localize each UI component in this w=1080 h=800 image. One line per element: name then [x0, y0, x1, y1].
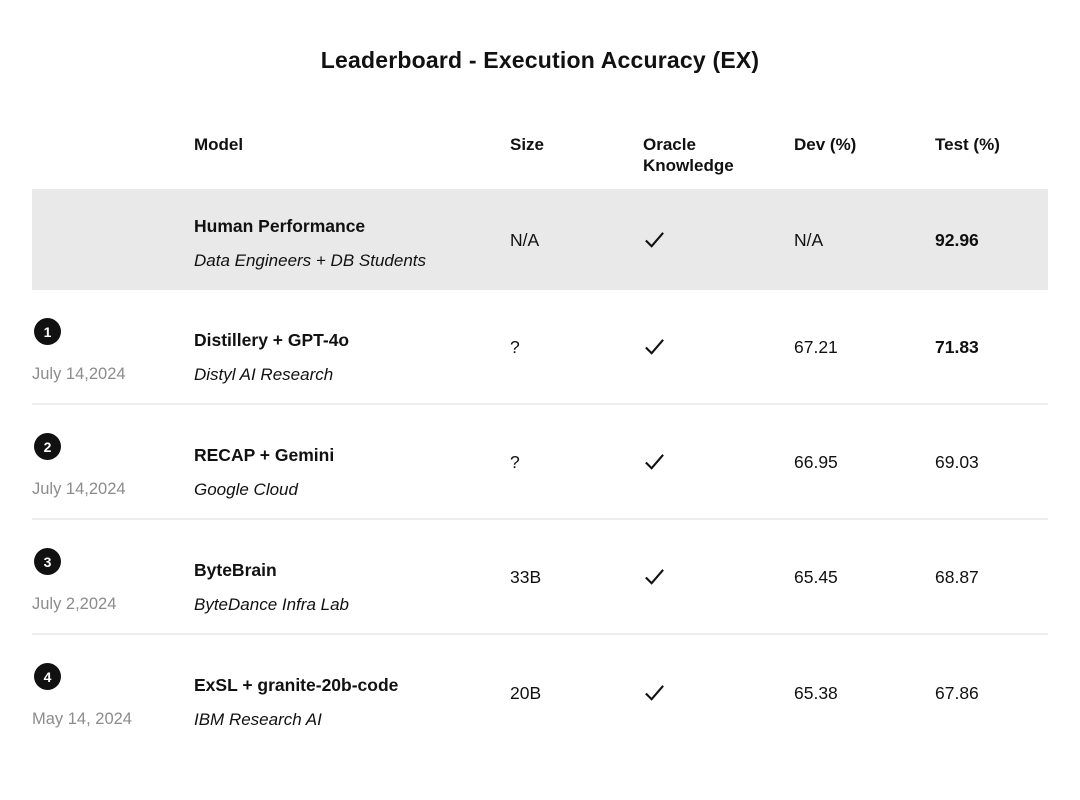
check-icon	[643, 565, 794, 588]
model-organization: ByteDance Infra Lab	[194, 595, 349, 614]
rank-badge: 2	[34, 433, 61, 460]
model-name: ByteBrain	[194, 560, 277, 580]
column-header-size: Size	[510, 135, 545, 154]
rank-date-cell: 4 May 14, 2024	[32, 635, 194, 750]
size-value: 20B	[510, 682, 542, 703]
model-organization: Distyl AI Research	[194, 365, 334, 384]
test-value: 71.83	[935, 336, 979, 357]
check-icon	[643, 335, 794, 358]
submission-date: May 14, 2024	[32, 710, 132, 728]
page-title: Leaderboard - Execution Accuracy (EX)	[320, 47, 760, 73]
table-row: 4 May 14, 2024 ExSL + granite-20b-code I…	[32, 635, 1048, 750]
column-header-dev: Dev (%)	[794, 135, 857, 154]
table-row: 1 July 14,2024 Distillery + GPT-4o Disty…	[32, 290, 1048, 405]
table-row: 3 July 2,2024 ByteBrain ByteDance Infra …	[32, 520, 1048, 635]
rank-badge: 1	[34, 318, 61, 345]
check-icon	[643, 228, 794, 251]
column-header-test: Test (%)	[935, 135, 1000, 154]
dev-value: 65.38	[794, 682, 838, 703]
dev-value: 66.95	[794, 451, 838, 472]
rank-number: 2	[43, 438, 52, 455]
column-header-oracle-knowledge: Oracle Knowledge	[643, 135, 734, 175]
dev-value: N/A	[794, 229, 824, 250]
dev-value: 67.21	[794, 336, 838, 357]
model-cell: ByteBrain ByteDance Infra Lab	[194, 520, 510, 633]
test-value: 69.03	[935, 451, 979, 472]
submission-date: July 14,2024	[32, 480, 126, 498]
model-cell: RECAP + Gemini Google Cloud	[194, 405, 510, 518]
size-value: ?	[510, 451, 520, 472]
oracle-knowledge-cell	[643, 681, 794, 704]
model-organization: Google Cloud	[194, 480, 298, 499]
check-icon	[643, 681, 794, 704]
rank-badge: 4	[34, 663, 61, 690]
rank-date-cell: 2 July 14,2024	[32, 405, 194, 518]
test-value: 67.86	[935, 682, 979, 703]
model-organization: IBM Research AI	[194, 710, 322, 729]
model-name: RECAP + Gemini	[194, 445, 335, 465]
table-row: Human Performance Data Engineers + DB St…	[32, 189, 1048, 290]
test-value: 92.96	[935, 229, 979, 250]
dev-value: 65.45	[794, 566, 838, 587]
model-cell: ExSL + granite-20b-code IBM Research AI	[194, 635, 510, 750]
size-value: 33B	[510, 566, 542, 587]
oracle-knowledge-cell	[643, 228, 794, 251]
rank-number: 3	[43, 553, 52, 570]
model-cell: Human Performance Data Engineers + DB St…	[194, 189, 510, 290]
oracle-knowledge-cell	[643, 450, 794, 473]
submission-date: July 2,2024	[32, 595, 117, 613]
model-name: Human Performance	[194, 216, 366, 236]
column-header-rank-spacer	[32, 134, 194, 176]
model-name: Distillery + GPT-4o	[194, 330, 350, 350]
test-value: 68.87	[935, 566, 979, 587]
rank-badge: 3	[34, 548, 61, 575]
table-body: Human Performance Data Engineers + DB St…	[32, 189, 1048, 750]
leaderboard-table: Model Size Oracle Knowledge Dev (%) Test…	[32, 118, 1048, 750]
model-organization: Data Engineers + DB Students	[194, 251, 426, 270]
rank-date-cell: 1 July 14,2024	[32, 290, 194, 403]
check-icon	[643, 450, 794, 473]
rank-number: 1	[43, 323, 52, 340]
submission-date: July 14,2024	[32, 365, 126, 383]
model-name: ExSL + granite-20b-code	[194, 675, 399, 695]
size-value: ?	[510, 336, 520, 357]
table-row: 2 July 14,2024 RECAP + Gemini Google Clo…	[32, 405, 1048, 520]
rank-date-cell: 3 July 2,2024	[32, 520, 194, 633]
rank-number: 4	[43, 668, 52, 685]
oracle-knowledge-cell	[643, 565, 794, 588]
column-header-model: Model	[194, 135, 244, 154]
model-cell: Distillery + GPT-4o Distyl AI Research	[194, 290, 510, 403]
table-header: Model Size Oracle Knowledge Dev (%) Test…	[32, 118, 1048, 189]
size-value: N/A	[510, 229, 540, 250]
oracle-knowledge-cell	[643, 335, 794, 358]
